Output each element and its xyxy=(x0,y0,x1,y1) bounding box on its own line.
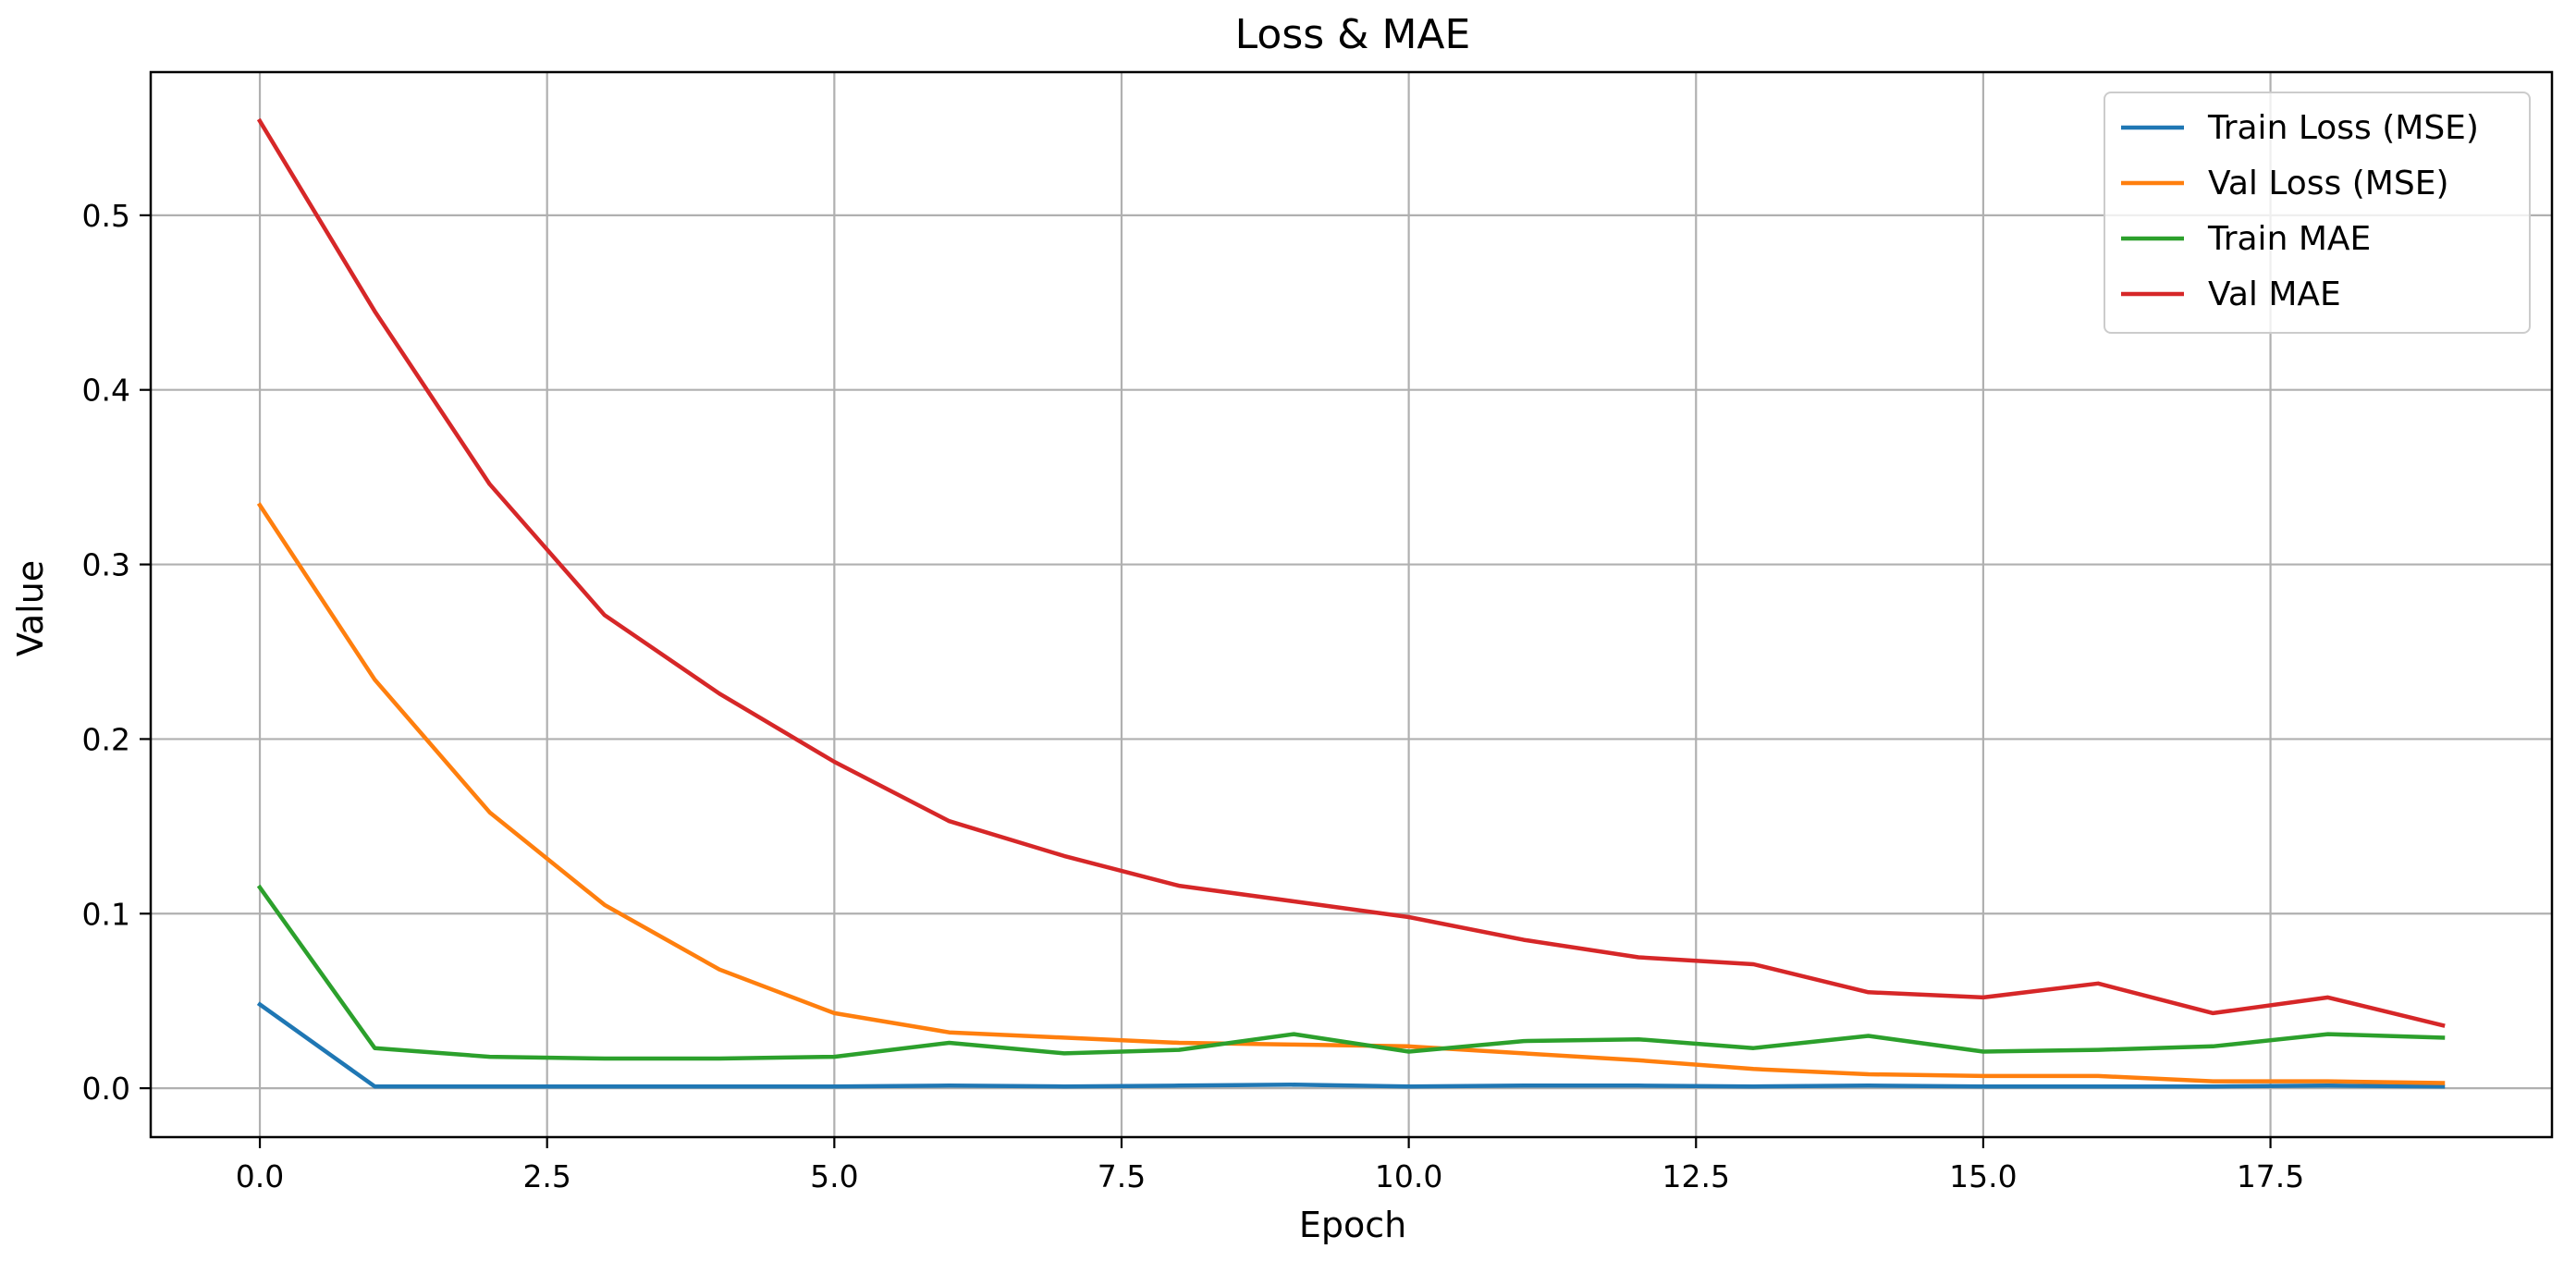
x-tick-label: 0.0 xyxy=(236,1158,284,1194)
x-tick-label: 2.5 xyxy=(522,1158,570,1194)
y-tick-label: 0.2 xyxy=(82,721,130,757)
x-tick-label: 12.5 xyxy=(1662,1158,1730,1194)
y-tick-label: 0.5 xyxy=(82,198,130,234)
series-layer xyxy=(256,117,2446,1089)
x-tick-label: 7.5 xyxy=(1098,1158,1146,1194)
legend-box xyxy=(2104,92,2531,334)
y-tick-label: 0.0 xyxy=(82,1071,130,1107)
legend-label: Val MAE xyxy=(2208,275,2341,313)
legend: Train Loss (MSE) Val Loss (MSE) Train MAE V… xyxy=(2104,92,2531,334)
legend-label: Train MAE xyxy=(2207,220,2371,258)
x-tick-label: 5.0 xyxy=(810,1158,858,1194)
axis-ticks: 0.0 2.5 5.0 7.5 10.0 12.5 15.0 17.5 0.0 0.1 0.2 0.3… xyxy=(82,198,2305,1194)
x-tick-label: 17.5 xyxy=(2237,1158,2304,1194)
plot-frame xyxy=(149,70,2554,1139)
y-axis-label: Value xyxy=(10,560,51,656)
series-line-train-loss-mse xyxy=(256,1001,2446,1089)
x-tick-label: 10.0 xyxy=(1375,1158,1442,1194)
y-tick-label: 0.3 xyxy=(82,547,130,583)
y-tick-label: 0.1 xyxy=(82,896,130,932)
legend-label: Val Loss (MSE) xyxy=(2208,165,2449,202)
legend-label: Train Loss (MSE) xyxy=(2207,109,2479,147)
y-tick-label: 0.4 xyxy=(82,373,130,409)
series-line-val-loss-mse xyxy=(256,502,2446,1085)
x-axis-label: Epoch xyxy=(1299,1205,1406,1245)
chart-title: Loss & MAE xyxy=(1235,11,1471,58)
x-tick-label: 15.0 xyxy=(1949,1158,2017,1194)
series-line-val-mae xyxy=(256,117,2446,1028)
series-line-train-mae xyxy=(256,884,2446,1061)
